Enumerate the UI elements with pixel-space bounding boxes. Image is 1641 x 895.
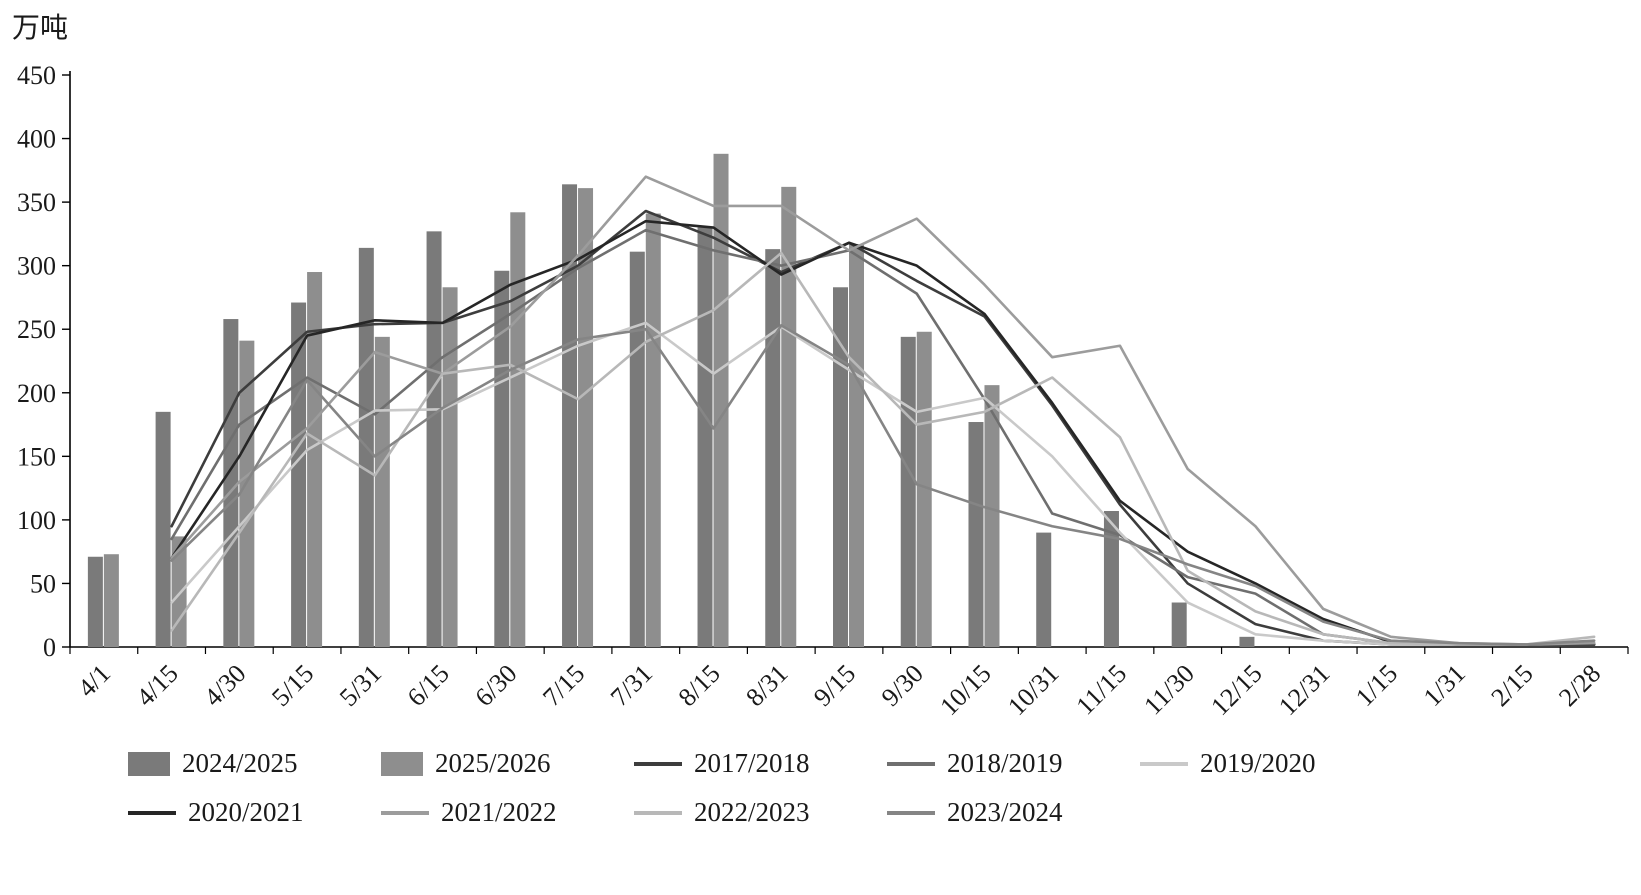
y-tick-label: 450 xyxy=(17,61,56,90)
bar-2024-2025 xyxy=(833,287,848,647)
legend-item-2024-2025: 2024/2025 xyxy=(128,748,381,779)
bar-2024-2025 xyxy=(1103,510,1119,647)
bar-2024-2025 xyxy=(697,227,713,648)
legend-label: 2021/2022 xyxy=(441,797,557,827)
chart-legend: 2024/2025 2025/2026 2017/2018 2018/2019 2019… xyxy=(128,748,1588,846)
bar-2024-2025 xyxy=(291,302,307,647)
x-tick-label: 12/31 xyxy=(1273,659,1335,721)
bar-2024-2025 xyxy=(562,184,578,647)
x-tick-label: 12/15 xyxy=(1205,659,1267,721)
x-tick-label: 9/30 xyxy=(876,659,929,712)
bar-swatch-icon xyxy=(128,751,170,776)
bar-2025-2026 xyxy=(849,244,864,647)
legend-label: 2020/2021 xyxy=(188,797,304,827)
legend-item-2018-2019: 2018/2019 xyxy=(887,748,1140,779)
legend-item-2025-2026: 2025/2026 xyxy=(381,748,634,779)
x-tick-label: 11/15 xyxy=(1070,659,1132,721)
bar-2025-2026 xyxy=(171,536,187,647)
bar-2024-2025 xyxy=(87,556,103,647)
line-swatch-icon xyxy=(634,810,682,815)
bar-2025-2026 xyxy=(578,188,594,647)
line-2023-2024 xyxy=(170,324,1596,646)
bar-2024-2025 xyxy=(494,270,510,647)
bar-2025-2026 xyxy=(781,186,797,647)
x-tick-label: 7/15 xyxy=(537,659,590,712)
legend-label: 2017/2018 xyxy=(694,748,810,778)
legend-item-2020-2021: 2020/2021 xyxy=(128,797,381,828)
y-tick-label: 200 xyxy=(17,379,56,408)
line-2021-2022 xyxy=(170,175,1596,646)
x-tick-label: 4/1 xyxy=(72,659,116,703)
y-tick-label: 100 xyxy=(17,506,56,535)
y-tick-label: 150 xyxy=(17,442,56,471)
bar-2024-2025 xyxy=(629,251,645,647)
bar-2025-2026 xyxy=(984,385,1000,647)
legend-row-2: 2020/2021 2021/2022 2022/2023 2023/2024 xyxy=(128,797,1588,828)
y-tick-label: 250 xyxy=(17,315,56,344)
legend-label: 2024/2025 xyxy=(182,748,298,778)
line-swatch-icon xyxy=(887,810,935,815)
bar-2025-2026 xyxy=(442,287,458,647)
legend-label: 2019/2020 xyxy=(1200,748,1316,778)
x-tick-label: 1/15 xyxy=(1350,659,1403,712)
x-tick-label: 2/28 xyxy=(1553,659,1606,712)
x-tick-label: 4/15 xyxy=(131,659,184,712)
bar-2024-2025 xyxy=(1036,532,1052,647)
x-tick-label: 5/15 xyxy=(266,659,319,712)
bar-2025-2026 xyxy=(374,336,390,647)
chart-canvas: 0 50 100 150 200 250 300 350 400 450 4/1 4/15 4/30 5/… xyxy=(17,61,1629,721)
bar-2025-2026 xyxy=(307,272,323,647)
legend-label: 2022/2023 xyxy=(694,797,810,827)
y-tick-label: 350 xyxy=(17,188,56,217)
x-tick-label: 2/15 xyxy=(1485,659,1538,712)
bar-2024-2025 xyxy=(765,249,781,648)
bar-2024-2025 xyxy=(968,422,984,647)
x-tick-label: 6/15 xyxy=(402,659,455,712)
bar-2024-2025 xyxy=(426,231,442,647)
line-2022-2023 xyxy=(170,251,1596,646)
x-tick-label: 8/31 xyxy=(740,659,793,712)
legend-label: 2025/2026 xyxy=(435,748,551,778)
x-tick-label: 6/30 xyxy=(469,659,522,712)
legend-label: 2023/2024 xyxy=(947,797,1063,827)
bar-2024-2025 xyxy=(155,411,171,647)
legend-item-2022-2023: 2022/2023 xyxy=(634,797,887,828)
bar-2025-2026 xyxy=(103,554,119,647)
x-tick-label: 10/31 xyxy=(1002,659,1064,721)
bar-2024-2025 xyxy=(900,336,916,647)
x-tick-label: 9/15 xyxy=(808,659,861,712)
bar-2025-2026 xyxy=(713,153,729,647)
legend-item-2023-2024: 2023/2024 xyxy=(887,797,1140,828)
bar-2024-2025 xyxy=(1239,636,1255,647)
x-tick-label: 5/31 xyxy=(334,659,387,712)
y-tick-label: 400 xyxy=(17,125,56,154)
line-swatch-icon xyxy=(381,810,429,815)
y-tick-label: 50 xyxy=(30,569,56,598)
x-tick-label: 1/31 xyxy=(1418,659,1471,712)
x-tick-label: 7/31 xyxy=(605,659,658,712)
legend-row-1: 2024/2025 2025/2026 2017/2018 2018/2019 2019… xyxy=(128,748,1588,779)
legend-label: 2018/2019 xyxy=(947,748,1063,778)
legend-item-2019-2020: 2019/2020 xyxy=(1140,748,1393,779)
line-swatch-icon xyxy=(887,761,935,766)
bar-2025-2026 xyxy=(645,213,661,647)
x-tick-label: 10/15 xyxy=(934,659,996,721)
bar-2025-2026 xyxy=(510,212,526,647)
line-swatch-icon xyxy=(634,761,682,766)
x-tick-label: 11/30 xyxy=(1138,659,1200,721)
y-tick-label: 300 xyxy=(17,252,56,281)
x-tick-label: 4/30 xyxy=(198,659,251,712)
bar-2024-2025 xyxy=(1171,602,1187,647)
bar-swatch-icon xyxy=(381,751,423,776)
line-swatch-icon xyxy=(1140,761,1188,766)
x-tick-label: 8/15 xyxy=(673,659,726,712)
legend-item-2017-2018: 2017/2018 xyxy=(634,748,887,779)
bar-2024-2025 xyxy=(223,319,239,647)
line-swatch-icon xyxy=(128,810,176,815)
y-axis-unit-label: 万吨 xyxy=(12,13,69,44)
y-tick-label: 0 xyxy=(43,633,56,662)
legend-item-2021-2022: 2021/2022 xyxy=(381,797,634,828)
